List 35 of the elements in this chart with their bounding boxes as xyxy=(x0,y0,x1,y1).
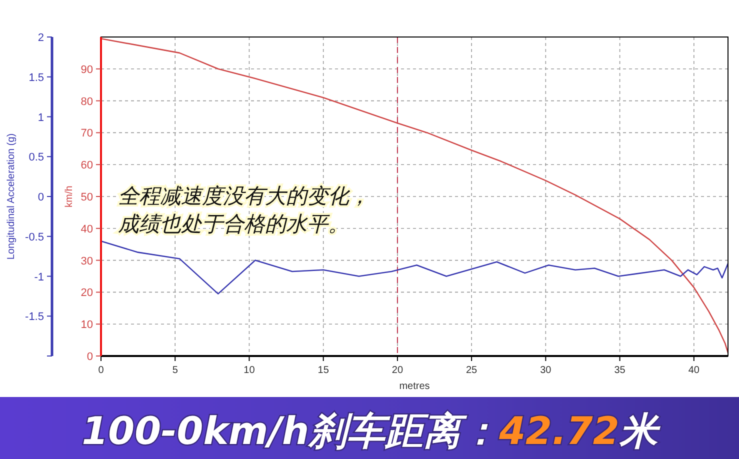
text: 100-0km/h刹车距离：42.72米 xyxy=(82,409,662,453)
annotation: 成绩也处于合格的水平。 xyxy=(118,212,349,236)
y-tick-label: 0 xyxy=(86,351,93,363)
x-tick-label: 35 xyxy=(614,365,626,376)
y-tick-label: 70 xyxy=(80,128,93,140)
x-axis-title: metres xyxy=(399,381,430,392)
y-tick-label: 20 xyxy=(80,287,93,300)
y-tick-label: 50 xyxy=(80,192,93,204)
y-tick-label: 10 xyxy=(80,319,93,332)
y2-tick-label: -0.5 xyxy=(25,231,44,244)
y2-tick-label: 1 xyxy=(38,112,44,124)
y-tick-label: 40 xyxy=(80,223,93,236)
y2-tick-label: -1 xyxy=(34,271,44,284)
y2-axis-title: Longitudinal Acceleration (g) xyxy=(6,133,17,260)
x-tick-label: 5 xyxy=(172,365,178,376)
y2-tick-label: 2 xyxy=(38,32,44,44)
y2-tick-label: -1.5 xyxy=(25,311,44,324)
x-tick-label: 20 xyxy=(392,365,404,376)
y-axis-title: km/h xyxy=(64,186,75,208)
y-tick-label: 30 xyxy=(80,255,93,268)
annotation: 全程减速度没有大的变化， xyxy=(118,184,370,208)
y2-tick-label: 1.5 xyxy=(28,72,44,84)
y-tick-label: 90 xyxy=(80,64,93,76)
x-tick-label: 10 xyxy=(244,365,256,376)
line-series xyxy=(100,240,729,294)
y2-tick-label: 0 xyxy=(38,192,44,204)
y2-tick-label: 0.5 xyxy=(28,152,44,164)
x-tick-label: 30 xyxy=(540,365,552,376)
x-tick-label: 25 xyxy=(466,365,478,376)
x-tick-label: 40 xyxy=(688,365,700,376)
y-tick-label: 60 xyxy=(80,160,93,172)
x-tick-label: 0 xyxy=(98,365,104,376)
x-tick-label: 15 xyxy=(318,365,330,376)
line-series xyxy=(100,38,729,354)
y-tick-label: 80 xyxy=(80,96,93,108)
